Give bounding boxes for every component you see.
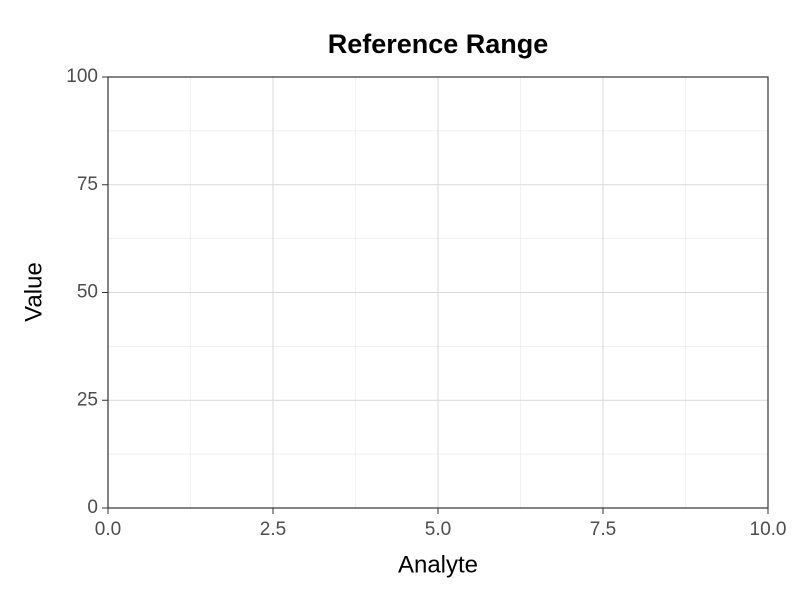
- x-tick-label: 2.5: [260, 519, 286, 540]
- y-tick-label: 50: [77, 282, 98, 303]
- chart-title: Reference Range: [328, 29, 549, 59]
- y-tick-label: 100: [66, 66, 98, 87]
- y-axis-title: Value: [20, 262, 47, 322]
- x-tick-label: 7.5: [590, 519, 616, 540]
- y-tick-label: 25: [77, 389, 98, 410]
- y-tick-label: 0: [87, 497, 98, 518]
- x-axis-title: Analyte: [398, 551, 478, 578]
- x-tick-label: 5.0: [425, 519, 451, 540]
- plot-border: [107, 76, 769, 509]
- x-tick-label: 10.0: [750, 519, 787, 540]
- y-tick-label: 75: [77, 174, 98, 195]
- x-tick-label: 0.0: [95, 519, 121, 540]
